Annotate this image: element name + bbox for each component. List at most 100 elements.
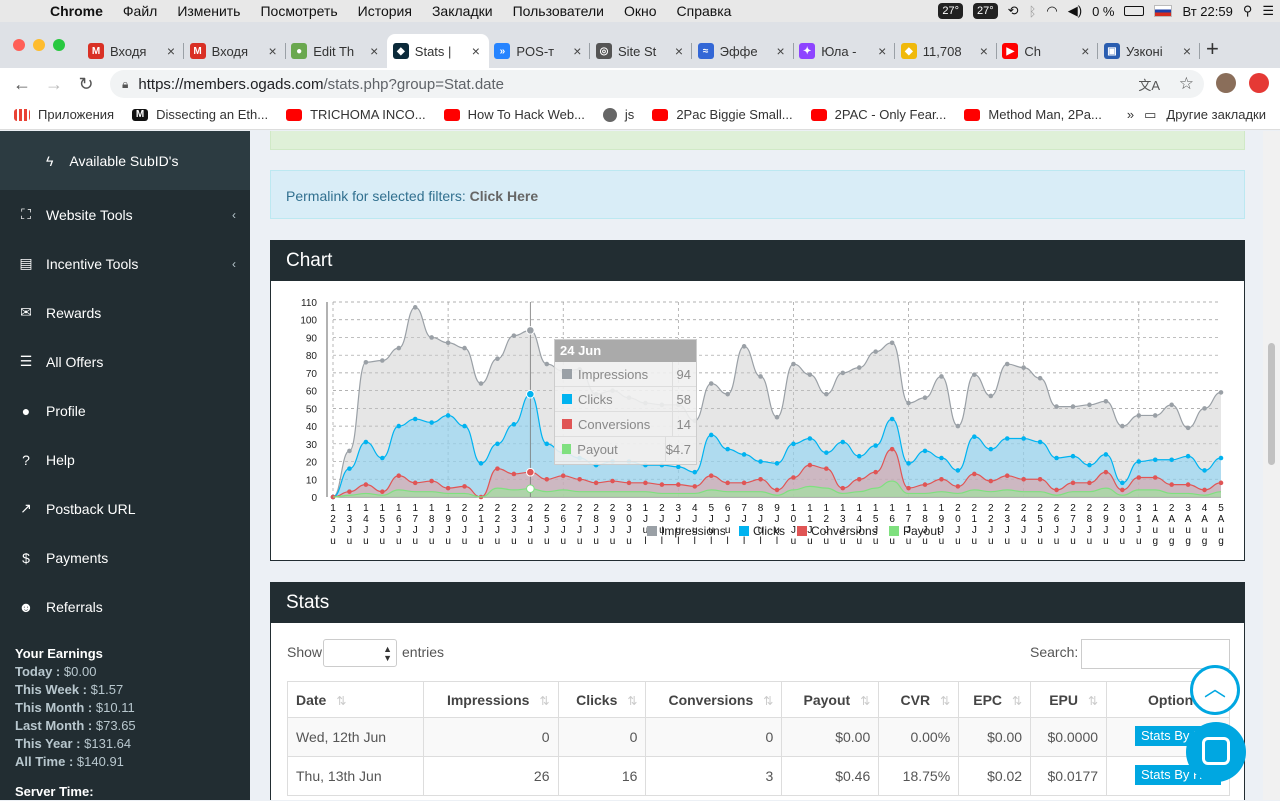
- bookmark-item[interactable]: 2Pac Biggie Small...: [643, 107, 801, 122]
- scrollbar-thumb[interactable]: [1268, 343, 1275, 465]
- entries-select[interactable]: ▲ ▼: [323, 639, 397, 667]
- x-tick-label: 3: [1136, 503, 1142, 514]
- sidebar-item-payments[interactable]: $ Payments: [0, 533, 250, 582]
- bookmark-item[interactable]: M Dissecting an Eth...: [123, 107, 277, 122]
- other-bookmarks-label[interactable]: Другие закладки: [1166, 107, 1266, 122]
- temperature-widget-2[interactable]: 27°: [973, 3, 998, 19]
- new-tab-button[interactable]: +: [1206, 36, 1219, 61]
- reload-button[interactable]: ↻: [78, 73, 94, 94]
- column-header-epc[interactable]: EPC ⇅: [958, 681, 1032, 718]
- notification-center-icon[interactable]: ☰: [1262, 3, 1274, 18]
- column-header-clicks[interactable]: Clicks ⇅: [557, 681, 647, 718]
- menu-window[interactable]: Окно: [623, 3, 657, 19]
- bookmark-item[interactable]: How To Hack Web...: [435, 107, 594, 122]
- bookmark-star-icon[interactable]: ☆: [1178, 74, 1194, 93]
- tab-close-icon[interactable]: ×: [878, 43, 887, 59]
- column-header-label: Clicks: [576, 691, 618, 708]
- browser-tab[interactable]: ◆ 11,708 ×: [895, 34, 997, 68]
- temperature-widget-1[interactable]: 27°: [938, 3, 964, 19]
- sidebar-item-profile[interactable]: ● Profile: [0, 386, 250, 435]
- browser-tab[interactable]: M Входя ×: [82, 34, 184, 68]
- sidebar-item-help[interactable]: ? Help: [0, 435, 250, 484]
- browser-tab[interactable]: ◎ Site St ×: [590, 34, 692, 68]
- spotlight-search-icon[interactable]: ⚲: [1242, 3, 1253, 18]
- sidebar-item-referrals[interactable]: ☻ Referrals: [0, 582, 250, 631]
- sidebar-item-available-subids[interactable]: ϟ Available SubID's: [0, 131, 250, 190]
- bookmark-item[interactable]: js: [594, 107, 643, 122]
- tab-close-icon[interactable]: ×: [370, 43, 379, 59]
- profile-avatar[interactable]: [1216, 73, 1236, 93]
- sidebar-item-incentive-tools[interactable]: ▤ Incentive Tools ‹: [0, 239, 250, 288]
- bookmark-item[interactable]: Method Man, 2Pa...: [955, 107, 1110, 122]
- data-point-conversions: [1004, 473, 1010, 479]
- menu-app-name[interactable]: Chrome: [50, 3, 103, 19]
- window-minimize-button[interactable]: [33, 39, 45, 51]
- browser-tab[interactable]: ≈ Эффе ×: [692, 34, 794, 68]
- stats-chart[interactable]: 010203040506070809010011012Ju13Ju14Ju15J…: [271, 282, 1244, 560]
- translate-icon[interactable]: 文A: [1138, 77, 1160, 93]
- window-close-button[interactable]: [13, 39, 25, 51]
- tab-close-icon[interactable]: ×: [1081, 43, 1090, 59]
- chat-widget-button[interactable]: [1186, 722, 1246, 782]
- extension-icon[interactable]: [1249, 73, 1269, 93]
- sidebar-item-postback-url[interactable]: ↗ Postback URL: [0, 484, 250, 533]
- menu-edit[interactable]: Изменить: [177, 3, 241, 19]
- sidebar-item-all-offers[interactable]: ☰ All Offers: [0, 337, 250, 386]
- battery-percent[interactable]: 0 %: [1092, 3, 1115, 19]
- menu-history[interactable]: История: [357, 3, 412, 19]
- column-header-impressions[interactable]: Impressions ⇅: [422, 681, 559, 718]
- sidebar-item-website-tools[interactable]: ⛶ Website Tools ‹: [0, 190, 250, 239]
- browser-tab[interactable]: M Входя ×: [184, 34, 286, 68]
- menu-view[interactable]: Посмотреть: [260, 3, 338, 19]
- tab-close-icon[interactable]: ×: [674, 43, 684, 59]
- input-source-flag-icon[interactable]: [1154, 5, 1173, 17]
- browser-tab[interactable]: ● Edit Th ×: [285, 34, 387, 68]
- address-bar[interactable]: 🔒︎ https://members.ogads.com/stats.php?g…: [110, 70, 1204, 98]
- sidebar-item-rewards[interactable]: ✉ Rewards: [0, 288, 250, 337]
- page-scrollbar[interactable]: [1263, 131, 1280, 800]
- wifi-icon[interactable]: ◠: [1046, 3, 1058, 18]
- gmail-icon: M: [88, 43, 104, 59]
- column-header-date[interactable]: Date ⇅: [287, 681, 424, 718]
- scroll-to-top-button[interactable]: ︿: [1190, 665, 1240, 715]
- time-machine-icon[interactable]: ⟲: [1007, 3, 1019, 18]
- browser-tab[interactable]: ✦ Юла - ×: [793, 34, 896, 68]
- bookmark-apps[interactable]: Приложения: [0, 107, 123, 122]
- window-zoom-button[interactable]: [53, 39, 65, 51]
- tab-close-icon[interactable]: ×: [979, 43, 988, 59]
- forward-button[interactable]: →: [45, 73, 63, 94]
- menubar-clock[interactable]: Вт 22:59: [1182, 3, 1233, 19]
- menu-help[interactable]: Справка: [676, 3, 732, 19]
- browser-tab[interactable]: ▶ Ch ×: [996, 34, 1099, 68]
- battery-icon[interactable]: [1124, 6, 1145, 16]
- bookmark-item[interactable]: 2PAC - Only Fear...: [802, 107, 956, 122]
- browser-tab[interactable]: » POS-т ×: [488, 34, 591, 68]
- permalink-link[interactable]: Click Here: [469, 188, 539, 204]
- column-header-epu[interactable]: EPU ⇅: [1030, 681, 1108, 718]
- lock-icon[interactable]: 🔒︎: [122, 76, 129, 91]
- tab-close-icon[interactable]: ×: [268, 43, 277, 59]
- column-header-cvr[interactable]: CVR ⇅: [878, 681, 960, 718]
- tab-close-icon[interactable]: ×: [776, 43, 785, 59]
- browser-tab[interactable]: ◆ Stats | ×: [386, 34, 489, 68]
- browser-tab[interactable]: ▣ Узконі ×: [1098, 34, 1200, 68]
- earnings-value: $131.64: [84, 736, 132, 751]
- tab-close-icon[interactable]: ×: [1182, 43, 1192, 59]
- menu-file[interactable]: Файл: [122, 3, 158, 19]
- tab-close-icon[interactable]: ×: [471, 43, 480, 59]
- tab-close-icon[interactable]: ×: [573, 43, 582, 59]
- bookmark-item[interactable]: TRICHOMA INCO...: [277, 107, 435, 122]
- legend-label: Impressions: [661, 524, 726, 538]
- back-button[interactable]: ←: [13, 73, 31, 94]
- sidebar-item-label: Website Tools: [46, 206, 133, 223]
- volume-icon[interactable]: ◀): [1067, 3, 1083, 18]
- tab-close-icon[interactable]: ×: [166, 43, 176, 59]
- search-input[interactable]: [1081, 639, 1230, 669]
- menu-people[interactable]: Пользователи: [512, 3, 604, 19]
- data-point-impressions: [1054, 404, 1059, 409]
- column-header-conversions[interactable]: Conversions ⇅: [645, 681, 783, 718]
- bluetooth-icon[interactable]: ᛒ: [1028, 3, 1037, 19]
- bookmarks-more-button[interactable]: »: [1126, 107, 1135, 122]
- column-header-payout[interactable]: Payout ⇅: [781, 681, 880, 718]
- menu-bookmarks[interactable]: Закладки: [431, 3, 493, 19]
